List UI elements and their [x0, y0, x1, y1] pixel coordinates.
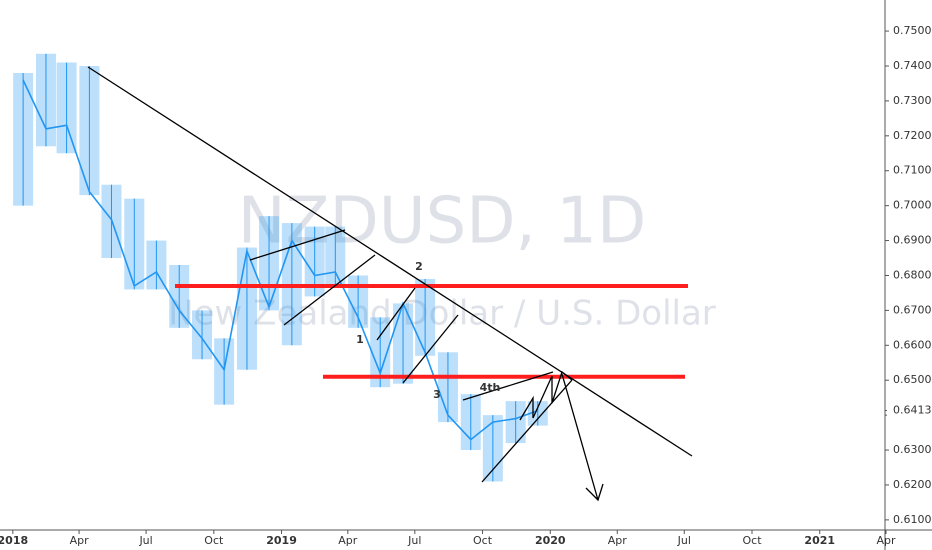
- trendline: [283, 254, 376, 326]
- trendline: [249, 229, 346, 261]
- plot-area: [13, 53, 688, 482]
- annotation: 4th: [480, 381, 501, 394]
- last-price-box: [887, 402, 932, 419]
- drawings: [87, 66, 693, 502]
- x-tick-label: Jul: [677, 534, 691, 547]
- x-tick-label: 2020: [535, 534, 566, 547]
- watermark-title: NZDUSD, 1D: [238, 185, 646, 259]
- x-tick-label: Apr: [876, 534, 896, 547]
- watermark-subtitle: New Zealand Dollar / U.S. Dollar: [168, 294, 716, 334]
- x-tick-label: Oct: [204, 534, 224, 547]
- trendline: [402, 314, 459, 384]
- trendline: [481, 379, 573, 483]
- x-tick-label: Oct: [742, 534, 762, 547]
- x-tick-label: Apr: [70, 534, 90, 547]
- arrow: [561, 373, 604, 502]
- x-tick-label: Jul: [407, 534, 421, 547]
- close-line: [22, 79, 539, 441]
- x-tick-label: 2018: [0, 534, 28, 547]
- annotation: 2: [415, 260, 423, 273]
- trendline: [462, 371, 554, 401]
- annotation: 1: [356, 333, 364, 346]
- x-tick-label: Jul: [138, 534, 152, 547]
- y-tick-label: 0.75000: [893, 24, 932, 37]
- x-tick-label: 2021: [804, 534, 835, 547]
- last-price-label: 0.64132: [893, 404, 932, 417]
- trendline: [376, 287, 416, 341]
- annotation: 3: [433, 388, 441, 401]
- x-tick-label: Oct: [473, 534, 493, 547]
- x-tick-label: Apr: [338, 534, 358, 547]
- zigzag: [519, 370, 573, 421]
- x-tick-label: Apr: [608, 534, 628, 547]
- x-tick-label: 2019: [266, 534, 297, 547]
- trendline: [87, 66, 693, 457]
